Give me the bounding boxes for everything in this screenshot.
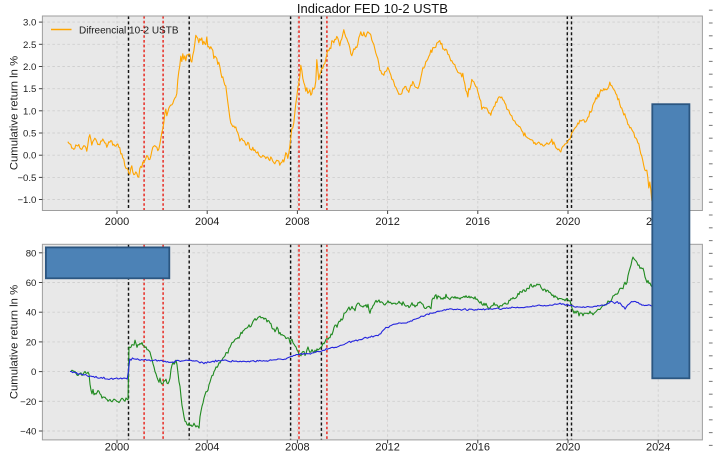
svg-text:2004: 2004	[195, 441, 219, 451]
svg-text:40: 40	[26, 308, 37, 319]
svg-text:60: 60	[26, 278, 37, 289]
svg-text:2004: 2004	[195, 216, 219, 228]
svg-text:2020: 2020	[556, 216, 580, 228]
svg-text:−1.0: −1.0	[17, 195, 36, 206]
svg-text:3.0: 3.0	[23, 18, 36, 29]
svg-text:−0.5: −0.5	[17, 173, 36, 184]
svg-text:2016: 2016	[466, 216, 490, 228]
svg-text:1.0: 1.0	[23, 106, 36, 117]
svg-text:Cumulative return ln %: Cumulative return ln %	[9, 56, 21, 170]
svg-text:2024: 2024	[646, 441, 670, 451]
svg-text:0.5: 0.5	[23, 129, 36, 140]
svg-text:Difreencial 10-2 USTB: Difreencial 10-2 USTB	[79, 26, 179, 37]
svg-text:2.0: 2.0	[23, 62, 36, 73]
svg-text:2000: 2000	[105, 441, 129, 451]
svg-text:−20: −20	[20, 397, 36, 408]
svg-text:2020: 2020	[556, 441, 580, 451]
svg-text:2016: 2016	[466, 441, 490, 451]
svg-text:1.5: 1.5	[23, 84, 36, 95]
svg-text:Cumulative return ln %: Cumulative return ln %	[9, 285, 21, 399]
svg-text:2008: 2008	[285, 216, 309, 228]
svg-text:2012: 2012	[375, 441, 399, 451]
svg-text:2012: 2012	[375, 216, 399, 228]
svg-text:0: 0	[31, 367, 36, 378]
svg-text:80: 80	[26, 248, 37, 259]
svg-text:2000: 2000	[105, 216, 129, 228]
svg-text:2.5: 2.5	[23, 40, 36, 51]
svg-text:Indicador FED 10-2 USTB: Indicador FED 10-2 USTB	[297, 1, 448, 16]
svg-text:2008: 2008	[285, 441, 309, 451]
svg-text:20: 20	[26, 337, 37, 348]
svg-text:−40: −40	[20, 427, 36, 438]
svg-text:0.0: 0.0	[23, 151, 36, 162]
